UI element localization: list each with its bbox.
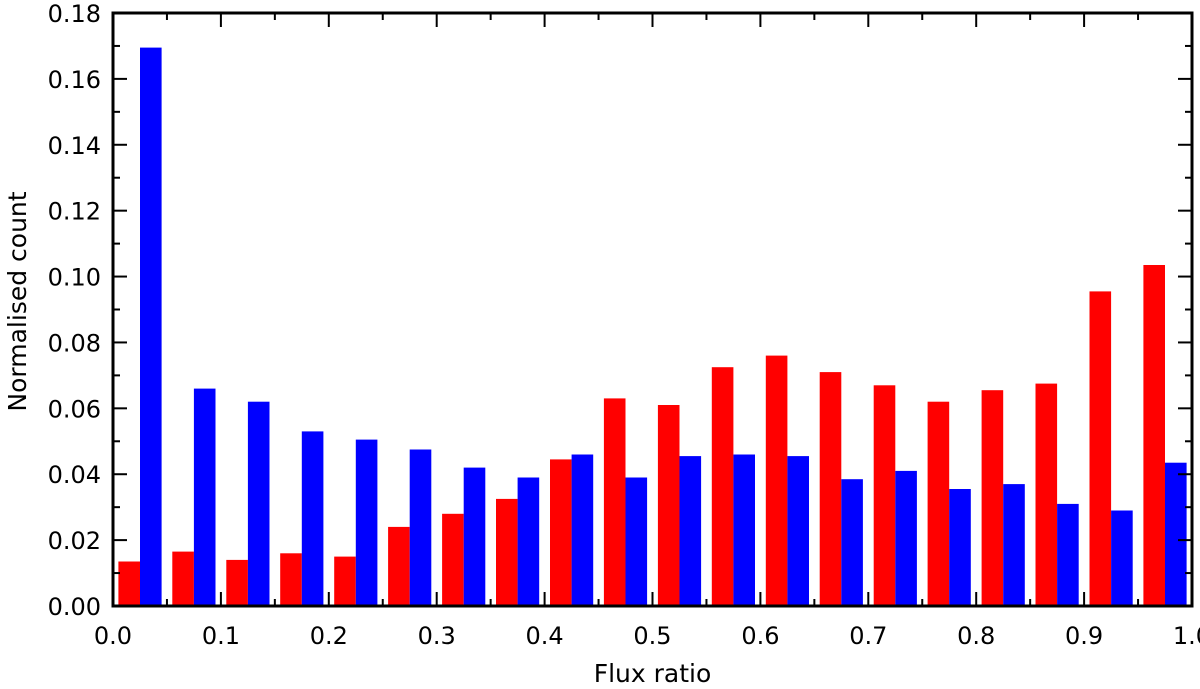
bar-s1-12 <box>787 456 809 606</box>
bar-s1-16 <box>1003 484 1025 606</box>
bar-s1-6 <box>463 467 486 606</box>
bar-s0-2 <box>226 559 248 606</box>
bar-s1-14 <box>895 470 917 606</box>
bar-s1-17 <box>1057 503 1079 606</box>
bar-s0-12 <box>765 355 788 606</box>
bar-s0-4 <box>334 556 356 606</box>
bar-s0-17 <box>1035 383 1058 606</box>
bar-s1-15 <box>949 489 971 606</box>
bar-s1-4 <box>355 439 378 606</box>
bar-s0-1 <box>172 551 194 606</box>
bar-s0-8 <box>550 459 572 606</box>
ticks-layer: 0.0 0.1 0.2 0.3 0.4 0.5 0.6 0.7 0.8 0.9 1.0 0.00 0.0… <box>48 0 1200 650</box>
bar-s1-1 <box>193 388 216 606</box>
bar-s1-18 <box>1111 510 1133 606</box>
y-tick-label-0: 0.00 <box>48 593 101 621</box>
bar-s1-5 <box>409 449 432 606</box>
bar-s1-11 <box>733 454 755 606</box>
x-tick-label-1: 0.1 <box>202 622 240 650</box>
bar-s1-9 <box>625 477 648 606</box>
x-axis-label: Flux ratio <box>594 659 712 688</box>
bar-s1-2 <box>247 401 270 606</box>
x-tick-label-4: 0.4 <box>526 622 564 650</box>
y-tick-label-1: 0.02 <box>48 527 101 555</box>
x-tick-label-0: 0.0 <box>94 622 132 650</box>
bar-s0-18 <box>1089 291 1112 606</box>
bar-s0-7 <box>496 498 518 606</box>
bar-s1-7 <box>517 477 540 606</box>
bar-s1-13 <box>841 479 863 606</box>
y-tick-label-4: 0.08 <box>48 329 101 357</box>
bar-s1-3 <box>301 431 324 606</box>
x-tick-label-9: 0.9 <box>1065 622 1103 650</box>
y-tick-label-5: 0.10 <box>48 264 101 292</box>
y-tick-label-6: 0.12 <box>48 198 101 226</box>
y-tick-label-9: 0.18 <box>48 0 101 28</box>
bar-s0-6 <box>442 513 464 606</box>
bar-s0-19 <box>1143 265 1165 606</box>
bar-s0-11 <box>711 367 734 606</box>
y-tick-label-3: 0.06 <box>48 395 101 423</box>
bars-layer <box>118 47 1187 607</box>
plot-frame <box>111 11 1194 608</box>
x-tick-label-5: 0.5 <box>633 622 671 650</box>
y-axis-label: Normalised count <box>3 191 32 411</box>
bar-s0-14 <box>873 385 896 606</box>
y-tick-label-2: 0.04 <box>48 461 101 489</box>
bar-s1-0 <box>140 47 162 607</box>
y-tick-label-7: 0.14 <box>48 132 101 160</box>
x-tick-label-2: 0.2 <box>310 622 348 650</box>
x-tick-label-10: 1.0 <box>1173 622 1200 650</box>
bar-s0-9 <box>603 398 626 606</box>
y-tick-label-8: 0.16 <box>48 66 101 94</box>
x-tick-label-3: 0.3 <box>418 622 456 650</box>
x-tick-label-6: 0.6 <box>741 622 779 650</box>
bar-s0-10 <box>657 405 680 606</box>
x-tick-label-7: 0.7 <box>849 622 887 650</box>
x-tick-label-8: 0.8 <box>957 622 995 650</box>
bar-s0-16 <box>981 390 1004 606</box>
bar-s1-10 <box>679 456 702 606</box>
bar-s0-15 <box>927 401 950 606</box>
bar-s1-19 <box>1165 462 1187 606</box>
bar-s1-8 <box>571 454 594 606</box>
bar-s0-3 <box>280 553 302 606</box>
bar-s0-0 <box>118 561 140 606</box>
bar-s0-13 <box>819 372 842 606</box>
bar-s0-5 <box>388 526 410 606</box>
